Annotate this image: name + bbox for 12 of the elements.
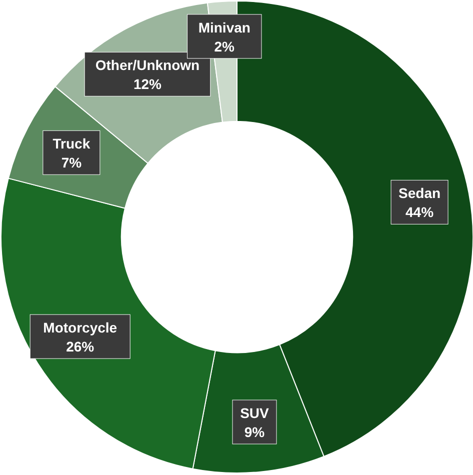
slice-label: Sedan: [398, 185, 441, 202]
slice-label: Motorcycle: [43, 320, 118, 336]
data-label: 26%: [66, 338, 95, 355]
slice-label: Minivan: [198, 19, 250, 36]
data-label: 9%: [244, 424, 266, 440]
data-label: 7%: [61, 154, 82, 171]
slice-label: Other/Unknown: [95, 57, 200, 74]
slice-label: SUV: [240, 404, 270, 421]
data-label: 12%: [133, 76, 162, 92]
data-label: 44%: [406, 204, 434, 220]
slice-label: Truck: [52, 136, 90, 152]
data-label: 2%: [214, 38, 236, 54]
